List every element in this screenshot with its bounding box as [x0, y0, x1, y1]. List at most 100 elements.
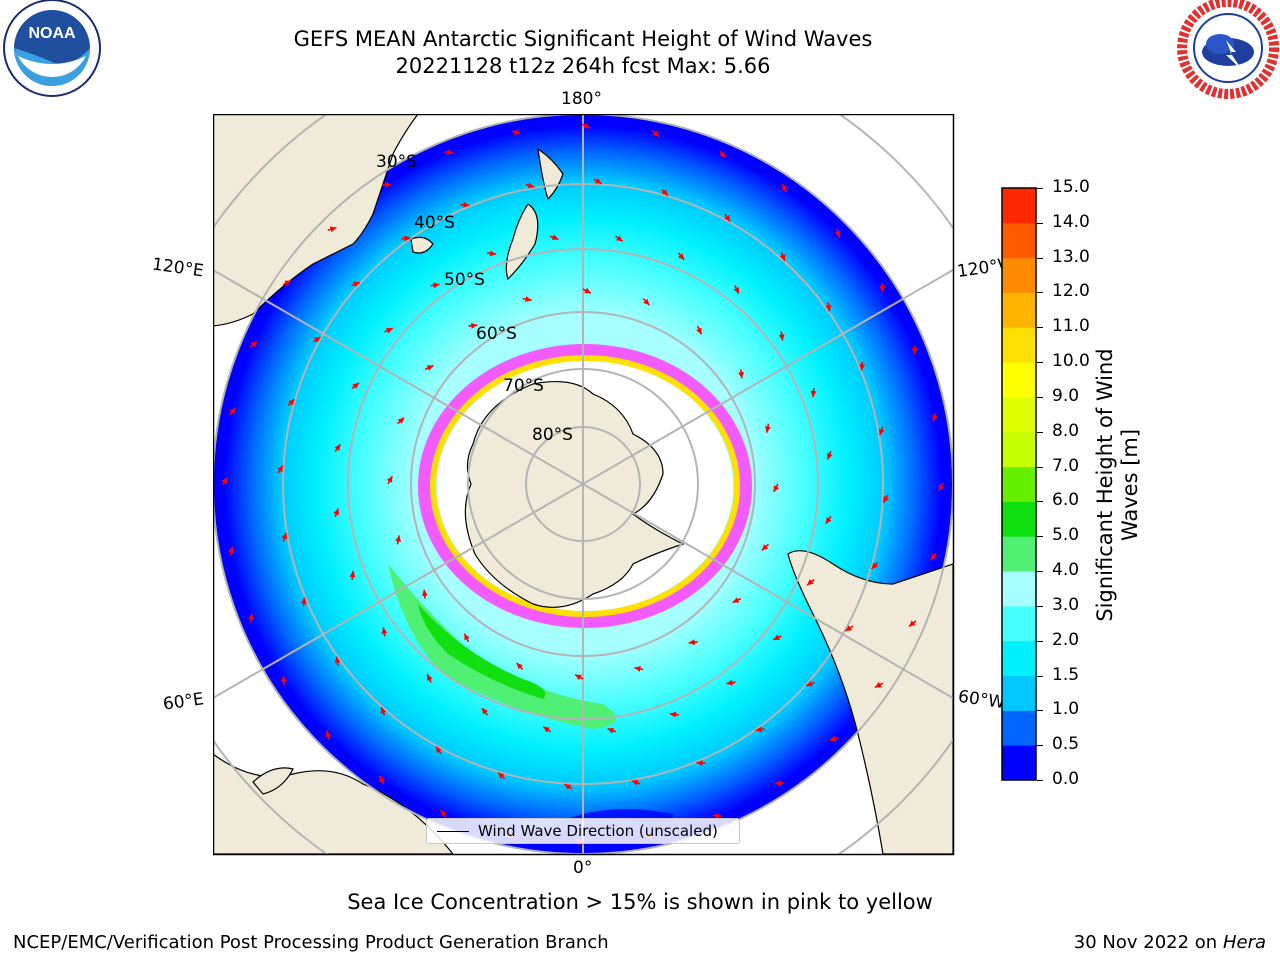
- colorbar-tick-label: 14.0: [1052, 211, 1090, 232]
- colorbar-band: [1002, 257, 1036, 293]
- colorbar-band: [1002, 222, 1036, 259]
- legend-label: Wind Wave Direction (unscaled): [478, 822, 718, 840]
- wave-arrow-head: [827, 452, 833, 460]
- wave-arrow-head: [825, 517, 832, 524]
- wave-arrow-head: [575, 674, 582, 681]
- wave-arrow-head: [696, 327, 702, 335]
- wave-arrow-head: [489, 250, 497, 257]
- wave-arrow-head: [436, 746, 442, 754]
- lat-label-80s: 80°S: [532, 425, 573, 445]
- tasmania: [410, 236, 434, 254]
- wave-arrow-head: [352, 382, 359, 389]
- wave-arrow-head: [498, 772, 505, 779]
- antarctica: [464, 380, 685, 608]
- colorbar-tick-label: 3.0: [1052, 594, 1080, 615]
- lon-label-0: 0°: [573, 858, 593, 878]
- colorbar-tick-mark: [1037, 536, 1043, 538]
- colorbar-tick-mark: [1037, 292, 1043, 294]
- wave-arrow-head: [551, 234, 559, 240]
- noaa-logo: NOAA: [3, 0, 101, 97]
- wave-arrow-head: [909, 620, 916, 627]
- wave-arrow-head: [688, 639, 695, 646]
- wave-arrow-head: [379, 775, 386, 783]
- wave-arrow-head: [334, 444, 341, 451]
- wave-arrow-head: [221, 477, 228, 484]
- colorbar-tick-mark: [1037, 710, 1043, 712]
- wave-arrow-head: [724, 214, 730, 222]
- wave-arrow-head: [732, 597, 740, 603]
- wave-arrow-head: [471, 322, 478, 329]
- wave-arrow-head: [447, 149, 454, 156]
- wave-arrow-head: [712, 812, 719, 819]
- wave-arrow-head: [397, 417, 405, 424]
- colorbar-tick-label: 11.0: [1052, 316, 1090, 337]
- wave-arrow-head: [228, 546, 234, 554]
- chart-subtitle-run: 20221128 t12z 264h fcst Max: 5.66: [395, 54, 771, 78]
- wave-arrow-head: [481, 708, 488, 715]
- colorbar-tick-label: 1.5: [1052, 664, 1080, 685]
- new-zealand-north: [537, 147, 564, 201]
- wave-arrow-head: [652, 130, 660, 137]
- wave-arrow-head: [248, 613, 255, 620]
- wave-arrow-head: [381, 627, 388, 634]
- wave-arrow-head: [878, 428, 885, 436]
- wave-arrow-head: [607, 728, 615, 734]
- colorbar-band: [1002, 501, 1036, 537]
- wave-arrow-head: [938, 484, 945, 491]
- colorbar-tick-label: 8.0: [1052, 420, 1080, 441]
- wave-arrow-head: [464, 633, 470, 641]
- graticule: [213, 114, 953, 854]
- wave-arrow-head: [250, 341, 257, 348]
- colorbar-tick-label: 5.0: [1052, 525, 1080, 546]
- madagascar: [252, 767, 294, 795]
- wave-arrow-head: [594, 178, 602, 184]
- colorbar-tick-label: 13.0: [1052, 246, 1090, 267]
- colorbar-band: [1002, 675, 1036, 711]
- wave-arrow-head: [883, 495, 889, 503]
- wave-arrow-head: [719, 151, 726, 158]
- lat-label-30s: 30°S: [376, 152, 417, 172]
- colorbar-band: [1002, 431, 1036, 468]
- wave-arrow-head: [634, 666, 641, 672]
- wave-arrow-head: [386, 328, 393, 334]
- lon-label-60w: 60°W: [956, 686, 1007, 714]
- wave-arrow-head: [349, 570, 356, 578]
- wave-arrow-head: [334, 656, 341, 663]
- colorbar-tick-label: 0.0: [1052, 769, 1080, 789]
- colorbar-band: [1002, 292, 1036, 328]
- sea-ice-note: Sea Ice Concentration > 15% is shown in …: [347, 890, 933, 914]
- colorbar-tick-label: 6.0: [1052, 490, 1080, 511]
- colorbar-tick-mark: [1037, 780, 1043, 781]
- wave-arrow-head: [829, 735, 837, 742]
- colorbar-tick-mark: [1037, 571, 1043, 573]
- colorbar-tick-mark: [1037, 745, 1043, 747]
- colorbar-tick-mark: [1037, 257, 1043, 259]
- map-frame: [213, 114, 955, 856]
- wave-arrow-head: [433, 282, 440, 289]
- colorbar-tick-label: 15.0: [1052, 177, 1090, 197]
- wave-arrow-head: [871, 562, 878, 569]
- colorbar-band: [1002, 327, 1036, 363]
- colorbar-tick-mark: [1037, 222, 1043, 224]
- colorbar-tick-mark: [1037, 501, 1043, 503]
- wave-arrow-head: [780, 185, 787, 193]
- wave-arrow-head: [911, 348, 918, 355]
- wave-arrow-head: [631, 779, 639, 786]
- colorbar-band: [1002, 362, 1036, 398]
- lat-label-60s: 60°S: [476, 324, 517, 344]
- wave-arrow-head: [404, 235, 411, 242]
- wave-arrow-head: [810, 390, 817, 398]
- wave-arrow-head: [333, 508, 339, 516]
- colorbar-tick-label: 12.0: [1052, 281, 1090, 302]
- colorbar-tick-mark: [1037, 466, 1043, 468]
- wave-arrow-head: [874, 681, 882, 688]
- colorbar-band: [1002, 396, 1036, 433]
- wave-arrow-head: [669, 711, 677, 718]
- high-wave-patch: [388, 564, 616, 729]
- wave-arrow-head: [426, 365, 434, 371]
- wave-arrow-head: [779, 254, 786, 261]
- wave-arrow-head: [825, 305, 832, 312]
- wave-arrow-head: [564, 784, 572, 790]
- wave-arrow-head: [380, 707, 387, 714]
- chart-title: GEFS MEAN Antarctic Significant Height o…: [293, 27, 873, 51]
